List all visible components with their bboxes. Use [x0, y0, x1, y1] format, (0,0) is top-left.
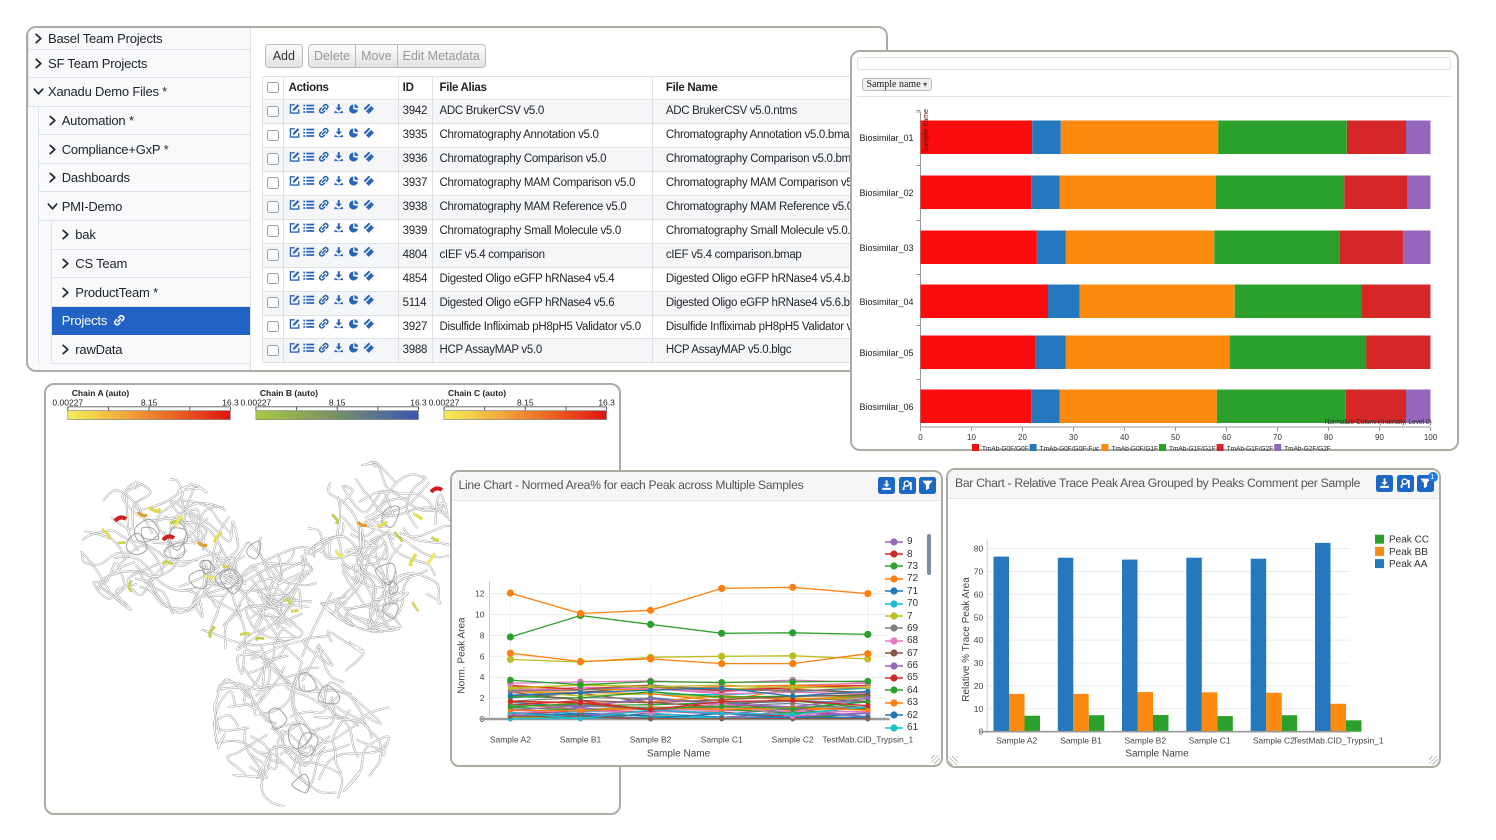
svg-text:Sample C2: Sample C2	[771, 734, 813, 744]
svg-text:100: 100	[1424, 433, 1438, 442]
svg-text:Sample name: Sample name	[923, 109, 930, 152]
svg-text:70: 70	[1273, 433, 1282, 442]
svg-text:Biosimilar_01: Biosimilar_01	[859, 133, 913, 143]
svg-text:TestMab.CID_Trypsin_1: TestMab.CID_Trypsin_1	[822, 734, 913, 744]
svg-text:Sample Name: Sample Name	[1125, 748, 1189, 759]
svg-text:20: 20	[974, 680, 984, 690]
svg-text:80: 80	[974, 543, 984, 553]
svg-text:30: 30	[974, 658, 984, 668]
svg-text:TmAb-G0F/G1F: TmAb-G0F/G1F	[1111, 446, 1158, 453]
svg-text:8.15: 8.15	[141, 398, 158, 408]
svg-text:Sample B1: Sample B1	[1060, 735, 1102, 745]
svg-text:Biosimilar_03: Biosimilar_03	[859, 243, 913, 253]
svg-text:12: 12	[475, 588, 485, 598]
svg-text:TmAb-G0F/G0F: TmAb-G0F/G0F	[982, 446, 1029, 453]
svg-text:60: 60	[974, 589, 984, 599]
svg-text:Relative % Trace Peak Area: Relative % Trace Peak Area	[961, 576, 972, 701]
svg-text:30: 30	[1069, 433, 1078, 442]
svg-text:Norm. Peak Area: Norm. Peak Area	[456, 616, 467, 693]
svg-text:70: 70	[974, 566, 984, 576]
svg-text:0.00227: 0.00227	[52, 398, 83, 408]
svg-text:60: 60	[1222, 433, 1231, 442]
svg-text:2: 2	[479, 693, 484, 703]
svg-text:10: 10	[475, 609, 485, 619]
svg-text:Biosimilar_02: Biosimilar_02	[859, 188, 913, 198]
svg-text:TmAb-G1F/G1F: TmAb-G1F/G1F	[1169, 446, 1216, 453]
svg-text:8: 8	[479, 630, 484, 640]
svg-text:8.15: 8.15	[329, 398, 346, 408]
svg-text:10: 10	[967, 433, 976, 442]
svg-text:80: 80	[1324, 433, 1333, 442]
svg-text:0.00227: 0.00227	[429, 398, 460, 408]
svg-text:Chain C (auto): Chain C (auto)	[448, 388, 506, 398]
svg-text:0: 0	[918, 433, 923, 442]
svg-text:Sample C1: Sample C1	[1189, 735, 1231, 745]
svg-text:TmAb-G1F/G2F: TmAb-G1F/G2F	[1227, 446, 1274, 453]
svg-text:TestMab.CID_Trypsin_1: TestMab.CID_Trypsin_1	[1293, 735, 1384, 745]
svg-text:Biosimilar_06: Biosimilar_06	[859, 402, 913, 412]
svg-text:Sample C1: Sample C1	[700, 734, 742, 744]
svg-text:10: 10	[974, 703, 984, 713]
svg-text:4: 4	[479, 672, 484, 682]
svg-text:8.15: 8.15	[517, 398, 534, 408]
svg-text:50: 50	[974, 612, 984, 622]
svg-text:Normalize Column(Intensity, Le: Normalize Column(Intensity, Level 0)	[1324, 419, 1431, 426]
svg-text:Sample A2: Sample A2	[996, 735, 1037, 745]
svg-text:Peak BB: Peak BB	[1389, 546, 1428, 557]
svg-text:Sample B1: Sample B1	[559, 734, 601, 744]
svg-text:Peak AA: Peak AA	[1389, 559, 1428, 570]
svg-text:Chain B (auto): Chain B (auto)	[260, 388, 318, 398]
svg-text:90: 90	[1375, 433, 1384, 442]
svg-text:Peak CC: Peak CC	[1389, 534, 1429, 545]
svg-text:16.3: 16.3	[598, 398, 615, 408]
svg-text:TmAb-G0F/G0F-Fuc: TmAb-G0F/G0F-Fuc	[1040, 446, 1100, 453]
svg-text:Sample Name: Sample Name	[646, 748, 710, 759]
svg-text:Sample B2: Sample B2	[1125, 735, 1167, 745]
svg-text:0.00227: 0.00227	[241, 398, 272, 408]
svg-text:6: 6	[479, 651, 484, 661]
svg-text:Biosimilar_05: Biosimilar_05	[859, 348, 913, 358]
svg-text:40: 40	[1120, 433, 1129, 442]
svg-text:16.3: 16.3	[222, 398, 239, 408]
svg-text:Sample A2: Sample A2	[489, 734, 530, 744]
svg-text:Chain A (auto): Chain A (auto)	[72, 388, 130, 398]
svg-text:TmAb-G2F/G2F: TmAb-G2F/G2F	[1284, 446, 1331, 453]
svg-text:50: 50	[1171, 433, 1180, 442]
svg-text:Sample C2: Sample C2	[1253, 735, 1295, 745]
svg-text:Sample B2: Sample B2	[629, 734, 671, 744]
svg-text:Biosimilar_04: Biosimilar_04	[859, 297, 913, 307]
svg-text:40: 40	[974, 635, 984, 645]
svg-text:16.3: 16.3	[410, 398, 427, 408]
svg-text:20: 20	[1018, 433, 1027, 442]
